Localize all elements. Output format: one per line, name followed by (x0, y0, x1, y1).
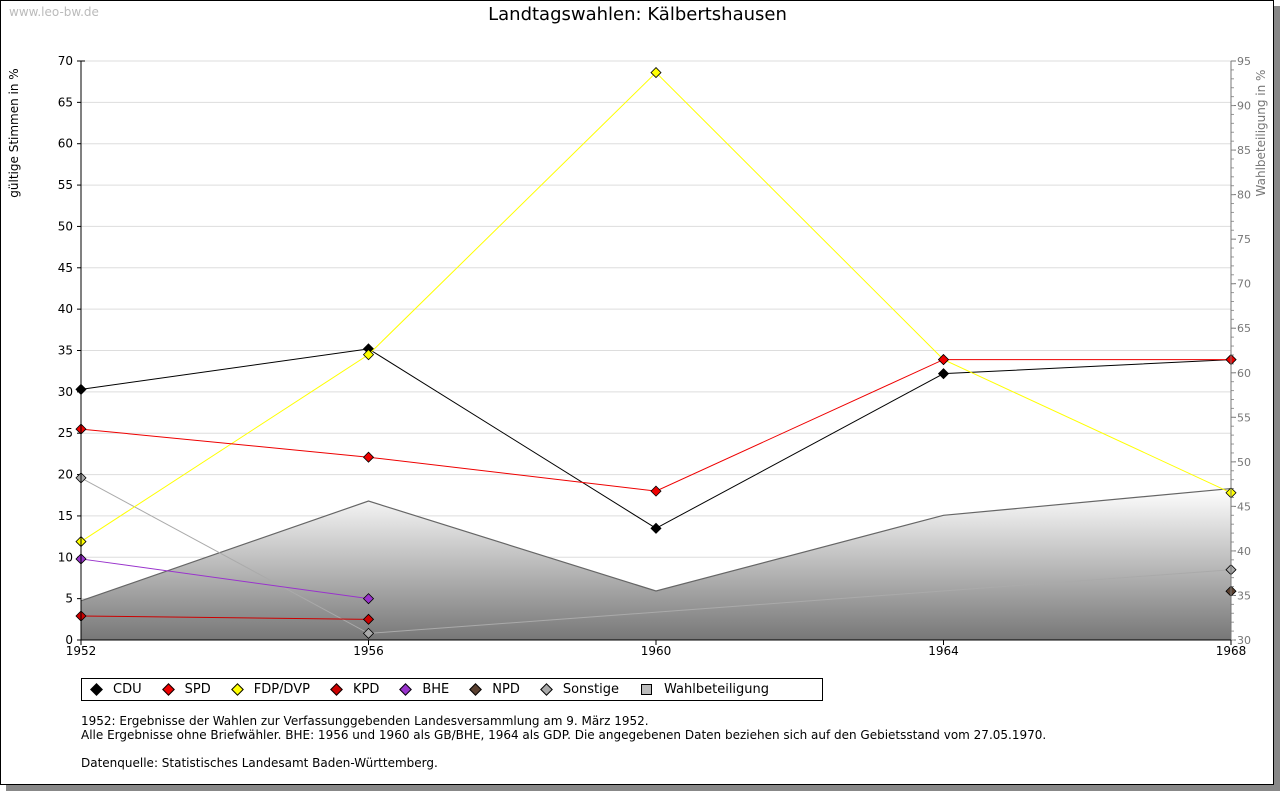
note: 1952: Ergebnisse der Wahlen zur Verfassu… (81, 714, 649, 728)
legend-label: BHE (422, 682, 450, 697)
line-kpd (80, 615, 369, 620)
point-cdu (650, 522, 662, 534)
y-tick-label: 35 (58, 344, 73, 358)
y-tick-label: 70 (58, 54, 73, 68)
y2-tick-label: 70 (1237, 278, 1251, 291)
chart-title: Landtagswahlen: Kälbertshausen (488, 4, 787, 25)
point-spd (362, 451, 375, 463)
y2-tick-label: 75 (1237, 233, 1251, 246)
point-fdpdvp (650, 67, 662, 79)
y-tick-label: 40 (58, 302, 73, 316)
x-tick-label: 1964 (928, 644, 959, 658)
chart-svg: 0 5 10 15 20 25 30 35 40 45 50 55 60 65 70 30 35 40 45 50 55… (58, 54, 1251, 658)
y-tick-label: 45 (58, 261, 73, 275)
y2-tick-label: 55 (1237, 411, 1251, 424)
note (81, 742, 1046, 756)
legend-label: Wahlbeteiligung (664, 682, 770, 697)
y-tick-label: 20 (58, 468, 73, 482)
point-cdu (937, 368, 950, 380)
point-sonstige (362, 627, 375, 639)
legend: CDU SPD FDP/DVP KPD BHE NPD Sonstige Wahlbeteil… (81, 678, 823, 701)
y-tick-label: 10 (58, 550, 73, 564)
legend-label: KPD (352, 682, 380, 697)
legend-item: CDU (90, 682, 142, 697)
line-bhe (80, 558, 369, 600)
legend-label: CDU (113, 682, 142, 697)
diamond-marker-icon (539, 683, 553, 696)
point-bhe (362, 593, 375, 605)
y-tick-label: 50 (58, 219, 73, 233)
legend-item: KPD (330, 682, 380, 697)
legend-item: NPD (469, 682, 520, 697)
point-spd (937, 354, 950, 366)
legend-label: NPD (492, 682, 520, 697)
y2-tick-label: 60 (1237, 367, 1251, 380)
legend-item: FDP/DVP (230, 682, 310, 697)
legend-label: SPD (184, 682, 211, 697)
y2-tick-label: 65 (1237, 322, 1251, 335)
notes: 1952: Ergebnisse der Wahlen zur Verfassu… (81, 714, 1046, 770)
line-cdu (80, 348, 1232, 529)
y-tick-label: 60 (58, 137, 73, 151)
watermark: www.leo-bw.de (9, 5, 99, 19)
legend-label: Sonstige (562, 682, 620, 697)
y2-tick-label: 30 (1237, 634, 1251, 647)
legend-item: Sonstige (539, 682, 620, 697)
point-fdpdvp (362, 349, 375, 361)
y2-axis-label: Wahlbeteiligung in % (1254, 69, 1268, 197)
y-tick-label: 25 (58, 426, 73, 440)
point-kpd (362, 613, 375, 625)
point-spd (650, 485, 662, 497)
x-tick-label: 1956 (353, 644, 384, 658)
square-marker-icon (641, 684, 653, 695)
legend-item: Wahlbeteiligung (641, 682, 769, 697)
y2-tick-label: 85 (1237, 144, 1251, 157)
diamond-marker-icon (330, 683, 343, 696)
y-tick-label: 65 (58, 95, 73, 109)
y2-tick-label: 90 (1237, 100, 1251, 113)
y2-tick-label: 40 (1237, 545, 1251, 558)
y-tick-label: 5 (65, 592, 73, 606)
y-tick-label: 0 (65, 633, 73, 647)
y-axis-label: gültige Stimmen in % (7, 68, 21, 198)
diamond-marker-icon (399, 683, 413, 696)
line-wahlbeteiligung (80, 487, 1232, 602)
diamond-marker-icon (469, 683, 483, 696)
line-spd (80, 359, 1231, 492)
y2-tick-label: 80 (1237, 189, 1251, 202)
line-fdpdvp (80, 71, 1232, 542)
diamond-marker-icon (161, 683, 175, 696)
legend-label: FDP/DVP (253, 682, 310, 697)
note: Datenquelle: Statistisches Landesamt Bad… (81, 756, 438, 770)
diamond-marker-icon (230, 683, 244, 696)
y-tick-label: 30 (58, 385, 73, 399)
x-tick-label: 1952 (66, 644, 97, 658)
diamond-marker-icon (90, 683, 103, 696)
y2-tick-label: 35 (1237, 589, 1251, 602)
legend-item: SPD (161, 682, 211, 697)
y2-tick-label: 50 (1237, 456, 1251, 469)
legend-item: BHE (399, 682, 450, 697)
y-tick-label: 55 (58, 178, 73, 192)
y2-tick-label: 45 (1237, 500, 1251, 513)
note: Alle Ergebnisse ohne Briefwähler. BHE: 1… (81, 728, 1047, 742)
x-tick-label: 1968 (1216, 644, 1247, 658)
y-tick-label: 15 (58, 509, 73, 523)
area-wahlbeteiligung (81, 488, 1231, 640)
y2-tick-label: 95 (1237, 55, 1251, 68)
x-tick-label: 1960 (641, 644, 672, 658)
